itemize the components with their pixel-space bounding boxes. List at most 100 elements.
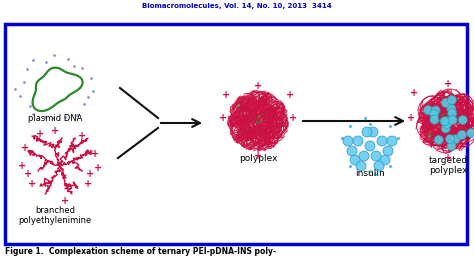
Circle shape [237, 102, 246, 110]
Circle shape [424, 106, 433, 115]
Circle shape [269, 126, 276, 133]
Text: insulin: insulin [355, 169, 385, 178]
Circle shape [446, 130, 453, 137]
Circle shape [458, 115, 467, 124]
Circle shape [267, 108, 276, 117]
Circle shape [447, 104, 456, 113]
Circle shape [254, 116, 260, 122]
Circle shape [242, 129, 248, 135]
Text: +: + [24, 169, 32, 179]
Circle shape [266, 117, 274, 125]
Text: +: + [78, 131, 86, 141]
Circle shape [462, 132, 469, 138]
Circle shape [440, 117, 449, 126]
Circle shape [424, 129, 433, 137]
Circle shape [446, 135, 455, 144]
Text: +: + [444, 79, 452, 89]
Circle shape [463, 110, 469, 117]
Circle shape [457, 109, 466, 117]
Text: +: + [254, 151, 262, 161]
Circle shape [380, 155, 390, 165]
Circle shape [353, 136, 363, 146]
Text: +: + [222, 90, 230, 100]
Circle shape [356, 161, 366, 171]
Circle shape [448, 109, 457, 118]
Circle shape [245, 114, 252, 121]
Circle shape [447, 132, 455, 140]
Text: Figure 1.  Complexation scheme of ternary PEI-pDNA-INS poly-: Figure 1. Complexation scheme of ternary… [5, 247, 276, 256]
Text: branched
polyethylenimine: branched polyethylenimine [18, 206, 91, 225]
Text: +: + [21, 143, 29, 153]
Circle shape [447, 111, 455, 118]
Text: +: + [289, 113, 297, 123]
Text: +: + [51, 126, 59, 136]
Circle shape [430, 131, 437, 138]
Text: +: + [254, 81, 262, 91]
Circle shape [438, 102, 446, 110]
Circle shape [371, 151, 381, 161]
Circle shape [448, 116, 457, 125]
Text: +: + [36, 129, 44, 139]
Circle shape [457, 130, 466, 139]
Circle shape [445, 118, 452, 126]
Circle shape [446, 120, 454, 128]
Text: +: + [28, 179, 36, 189]
Circle shape [451, 127, 458, 134]
Circle shape [441, 109, 447, 115]
Circle shape [359, 151, 369, 161]
Text: +: + [84, 179, 92, 189]
Circle shape [427, 106, 436, 114]
Circle shape [365, 141, 375, 151]
Circle shape [448, 138, 456, 146]
Circle shape [368, 127, 378, 137]
Circle shape [239, 119, 246, 126]
Text: +: + [61, 196, 69, 206]
Circle shape [254, 118, 260, 125]
Circle shape [447, 142, 456, 151]
Circle shape [255, 130, 261, 136]
Circle shape [451, 135, 460, 144]
Circle shape [447, 95, 456, 105]
Text: Biomacromolecules, Vol. 14, No. 10, 2013  3414: Biomacromolecules, Vol. 14, No. 10, 2013… [142, 3, 332, 9]
Circle shape [441, 119, 448, 127]
Circle shape [261, 98, 268, 105]
Text: +: + [94, 163, 102, 173]
Text: +: + [91, 149, 99, 159]
Circle shape [258, 128, 266, 137]
Circle shape [261, 114, 267, 121]
Circle shape [255, 119, 262, 125]
Circle shape [237, 130, 244, 137]
FancyBboxPatch shape [5, 24, 467, 244]
Circle shape [236, 113, 242, 119]
Circle shape [435, 108, 442, 116]
Circle shape [444, 116, 453, 125]
Circle shape [254, 118, 262, 125]
Text: +: + [86, 169, 94, 179]
Circle shape [443, 119, 452, 128]
Circle shape [254, 124, 263, 132]
Circle shape [434, 135, 443, 144]
Circle shape [343, 136, 353, 146]
Text: +: + [219, 113, 227, 123]
Circle shape [350, 155, 360, 165]
Circle shape [374, 161, 384, 171]
Text: polyplex: polyplex [239, 154, 277, 163]
Text: +: + [444, 153, 452, 163]
Circle shape [447, 116, 455, 124]
Circle shape [441, 98, 450, 107]
Circle shape [377, 136, 387, 146]
Circle shape [249, 104, 255, 110]
Circle shape [459, 123, 465, 128]
Text: plasmid DNA: plasmid DNA [28, 114, 82, 123]
Circle shape [466, 128, 474, 138]
Circle shape [441, 124, 450, 133]
Circle shape [431, 106, 440, 115]
Circle shape [438, 126, 445, 133]
Circle shape [438, 133, 444, 139]
Circle shape [430, 115, 439, 124]
Circle shape [261, 101, 267, 107]
Circle shape [383, 146, 393, 156]
Circle shape [253, 114, 259, 121]
Text: +: + [18, 161, 26, 171]
Circle shape [387, 136, 397, 146]
